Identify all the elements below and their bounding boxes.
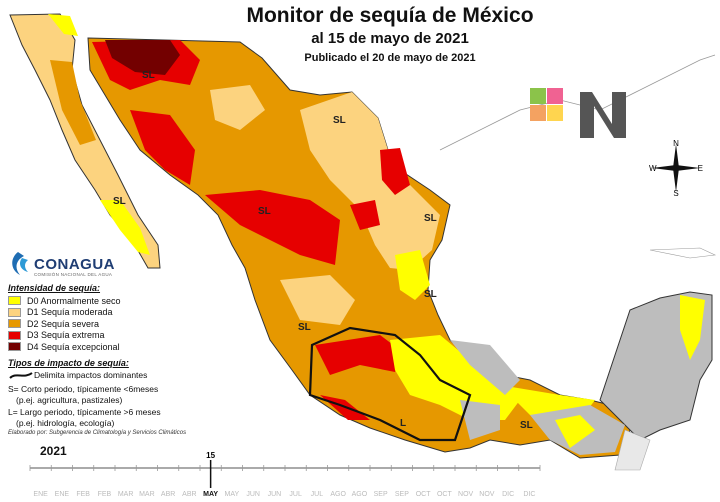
- impact-heading: Tipos de impacto de sequía:: [8, 357, 129, 368]
- timeline-bar: ENE ENE FEB FEB MAR MAR ABR ABR MAY MAY JUN JUN JUL J…: [29, 451, 541, 498]
- compass-n: N: [673, 140, 679, 148]
- timeline-month-label: SEP: [374, 491, 388, 498]
- south-d0: [390, 335, 520, 420]
- timeline-month-label: FEB: [76, 491, 90, 498]
- impact-label: SL: [142, 70, 155, 81]
- legend-label: D4 Sequía excepcional: [27, 341, 120, 352]
- cuba-outline: [649, 247, 717, 259]
- timeline-month-label: NOV: [479, 491, 495, 498]
- short-term-note: S= Corto periodo, típicamente <6meses: [8, 384, 159, 394]
- timeline-month-label: MAY: [203, 491, 218, 498]
- impact-label: SL: [113, 196, 126, 207]
- credit-line: Elaborado por: Subgerencia de Climatolog…: [8, 430, 187, 436]
- compass-icon: N S E W: [649, 140, 703, 196]
- impact-label: SL: [258, 206, 271, 217]
- timeline-month-label: JUN: [268, 491, 282, 498]
- legend-swatch: [8, 307, 21, 317]
- map-title: Monitor de sequía de México: [246, 4, 534, 27]
- timeline-month-label: MAY: [225, 491, 240, 498]
- conagua-wordmark: CONAGUA: [34, 256, 115, 273]
- baja-d0-north: [48, 14, 78, 36]
- sonora-d3: [130, 110, 195, 185]
- timeline-month-label: JUL: [311, 491, 324, 498]
- timeline-month-label: ABR: [182, 491, 196, 498]
- southeast-none: [450, 340, 520, 395]
- impact-label: SL: [298, 322, 311, 333]
- conagua-logo-icon: [12, 252, 28, 275]
- impact-boundary: [308, 326, 472, 442]
- neighbor-country: [614, 429, 651, 471]
- map-regions: [9, 13, 717, 471]
- legend-item-d0: D0 Anormalmente seco: [8, 295, 228, 307]
- legend-label: D2 Sequía severa: [27, 318, 100, 329]
- timeline-month-label: FEB: [98, 491, 112, 498]
- long-term-example: (p.ej. hidrología, ecología): [16, 417, 115, 428]
- timeline-month-label: MAR: [139, 491, 155, 498]
- timeline-month-label: JUN: [246, 491, 260, 498]
- baja-d0-south: [100, 200, 150, 255]
- legend-label: D0 Anormalmente seco: [27, 295, 121, 306]
- legend-swatch: [8, 319, 21, 329]
- timeline-month-label: ABR: [161, 491, 175, 498]
- long-term-note: L= Largo periodo, típicamente >6 meses: [8, 407, 161, 417]
- legend-heading: Intensidad de sequía:: [8, 283, 101, 293]
- timeline-year: 2021: [40, 444, 67, 458]
- legend-swatch: [8, 296, 21, 306]
- yucatan-d0: [680, 295, 705, 360]
- northeast-d1: [300, 92, 440, 270]
- central-d3: [205, 190, 340, 265]
- compass-w: W: [649, 164, 657, 173]
- legend: Intensidad de sequía: D0 Anormalmente se…: [8, 283, 228, 436]
- chiapas-d0: [555, 415, 595, 448]
- timeline-month-label: OCT: [437, 491, 453, 498]
- timeline-month-label: DIC: [502, 491, 514, 498]
- timeline-month-label: AGO: [352, 491, 368, 498]
- timeline-month-label: ENE: [55, 491, 70, 498]
- impact-label: SL: [520, 420, 533, 431]
- east-d3: [350, 200, 380, 230]
- baja-d2: [50, 60, 96, 145]
- timeline-marker-day: 15: [206, 451, 215, 460]
- impact-line-row: Delimita impactos dominantes: [8, 370, 228, 382]
- compass-e: E: [698, 164, 703, 173]
- conagua-subtitle: COMISIÓN NACIONAL DEL AGUA: [34, 272, 113, 277]
- chihuahua-d4: [105, 40, 180, 75]
- news-logo-icon: [530, 88, 626, 138]
- legend-swatch: [8, 330, 21, 340]
- legend-label: D3 Sequía extrema: [27, 330, 105, 341]
- northeast-d3: [380, 148, 410, 195]
- impact-label: SL: [333, 115, 346, 126]
- publication-date: Publicado el 20 de mayo de 2021: [304, 52, 476, 64]
- legend-label: D1 Sequía moderada: [27, 307, 113, 318]
- oaxaca-none: [460, 400, 500, 440]
- impact-label: L: [400, 418, 407, 429]
- timeline-month-label: MAR: [118, 491, 134, 498]
- timeline-month-label: AGO: [330, 491, 346, 498]
- map-subtitle: al 15 de mayo de 2021: [311, 30, 469, 47]
- boundary-line-icon: [9, 372, 33, 380]
- timeline-month-label: OCT: [416, 491, 432, 498]
- central-d1: [280, 275, 355, 325]
- timeline-month-label: DIC: [523, 491, 535, 498]
- south-d3: [315, 335, 400, 375]
- impact-label: SL: [424, 289, 437, 300]
- timeline-month-label: ENE: [33, 491, 48, 498]
- veracruz-d0: [395, 250, 430, 300]
- timeline-month-label: NOV: [458, 491, 474, 498]
- short-term-example: (p.ej. agricultura, pastizales): [16, 394, 123, 405]
- legend-item-d2: D2 Sequía severa: [8, 318, 228, 330]
- timeline-month-label: JUL: [289, 491, 302, 498]
- legend-swatch: [8, 342, 21, 352]
- legend-item-d1: D1 Sequía moderada: [8, 307, 228, 319]
- impact-line-label: Delimita impactos dominantes: [34, 370, 148, 380]
- legend-item-d4: D4 Sequía excepcional: [8, 341, 228, 353]
- legend-item-d3: D3 Sequía extrema: [8, 330, 228, 342]
- sonora-d1: [210, 85, 265, 130]
- impact-label: SL: [424, 213, 437, 224]
- timeline-month-label: SEP: [395, 491, 409, 498]
- compass-s: S: [673, 189, 678, 196]
